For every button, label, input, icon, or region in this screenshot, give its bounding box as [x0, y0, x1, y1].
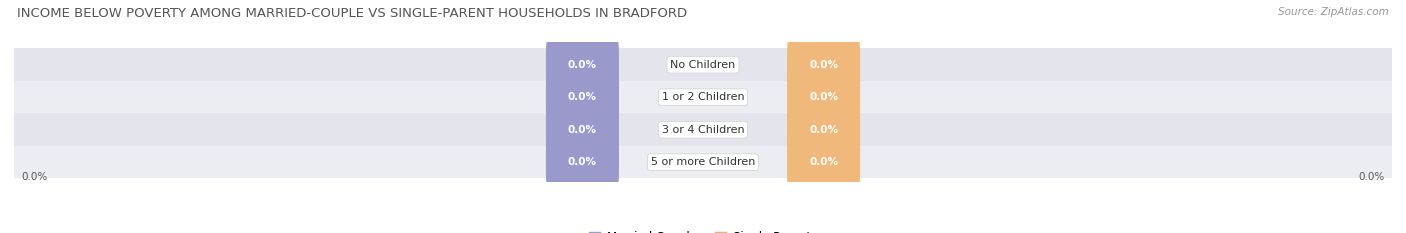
FancyBboxPatch shape [546, 62, 619, 133]
Text: 0.0%: 0.0% [568, 92, 598, 102]
FancyBboxPatch shape [787, 94, 860, 165]
Bar [14, 48, 1392, 81]
Legend: Married Couples, Single Parents: Married Couples, Single Parents [585, 226, 821, 233]
FancyBboxPatch shape [546, 94, 619, 165]
Text: 0.0%: 0.0% [21, 172, 48, 182]
Text: 0.0%: 0.0% [568, 125, 598, 135]
Text: 1 or 2 Children: 1 or 2 Children [662, 92, 744, 102]
FancyBboxPatch shape [546, 29, 619, 100]
Bar [14, 113, 1392, 146]
Text: 0.0%: 0.0% [568, 60, 598, 70]
Bar [14, 146, 1392, 178]
Bar [14, 81, 1392, 113]
Text: 3 or 4 Children: 3 or 4 Children [662, 125, 744, 135]
Text: 0.0%: 0.0% [808, 92, 838, 102]
Text: 0.0%: 0.0% [808, 157, 838, 167]
Text: 0.0%: 0.0% [808, 60, 838, 70]
FancyBboxPatch shape [787, 127, 860, 198]
Text: 5 or more Children: 5 or more Children [651, 157, 755, 167]
Text: 0.0%: 0.0% [568, 157, 598, 167]
Text: 0.0%: 0.0% [1358, 172, 1385, 182]
Text: INCOME BELOW POVERTY AMONG MARRIED-COUPLE VS SINGLE-PARENT HOUSEHOLDS IN BRADFOR: INCOME BELOW POVERTY AMONG MARRIED-COUPL… [17, 7, 688, 20]
FancyBboxPatch shape [787, 29, 860, 100]
Text: No Children: No Children [671, 60, 735, 70]
FancyBboxPatch shape [546, 127, 619, 198]
Text: 0.0%: 0.0% [808, 125, 838, 135]
FancyBboxPatch shape [787, 62, 860, 133]
Text: Source: ZipAtlas.com: Source: ZipAtlas.com [1278, 7, 1389, 17]
